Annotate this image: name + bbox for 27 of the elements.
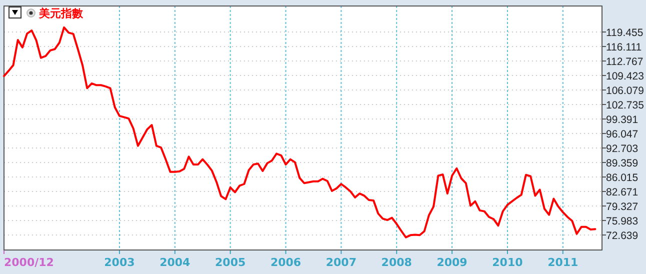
y-tick-label: 119.455 — [606, 26, 644, 39]
y-tick-label: 112.767 — [606, 56, 644, 68]
x-tick-label: 2009 — [436, 256, 468, 269]
x-tick-label: 2004 — [160, 256, 191, 269]
y-tick-label: 116.111 — [606, 41, 642, 54]
y-tick-label: 89.359 — [606, 158, 638, 170]
x-tick-label: 2005 — [215, 256, 246, 269]
y-tick-label: 75.983 — [606, 216, 638, 228]
y-tick-label: 72.639 — [606, 230, 638, 242]
y-tick-label: 99.391 — [606, 114, 638, 126]
x-tick-label: 2010 — [492, 256, 524, 269]
x-tick-label: 2003 — [104, 256, 135, 269]
y-tick-label: 109.423 — [606, 70, 644, 82]
y-tick-label: 92.703 — [606, 143, 638, 155]
x-tick-label: 2006 — [270, 256, 302, 269]
line-series — [3, 26, 596, 238]
y-tick-label: 106.079 — [606, 84, 644, 97]
x-tick-label: 2000/12 — [4, 256, 54, 269]
series-label: 美元指數 — [38, 7, 84, 20]
y-tick-label: 82.671 — [606, 186, 638, 198]
y-tick-label: 102.735 — [606, 100, 644, 112]
y-tick-label: 96.047 — [606, 128, 638, 140]
y-tick-label: 86.015 — [606, 172, 638, 184]
x-tick-label: 2008 — [381, 256, 412, 269]
x-tick-label: 2007 — [326, 256, 356, 269]
y-tick-label: 79.327 — [606, 201, 638, 213]
x-tick-label: 2011 — [548, 256, 578, 269]
